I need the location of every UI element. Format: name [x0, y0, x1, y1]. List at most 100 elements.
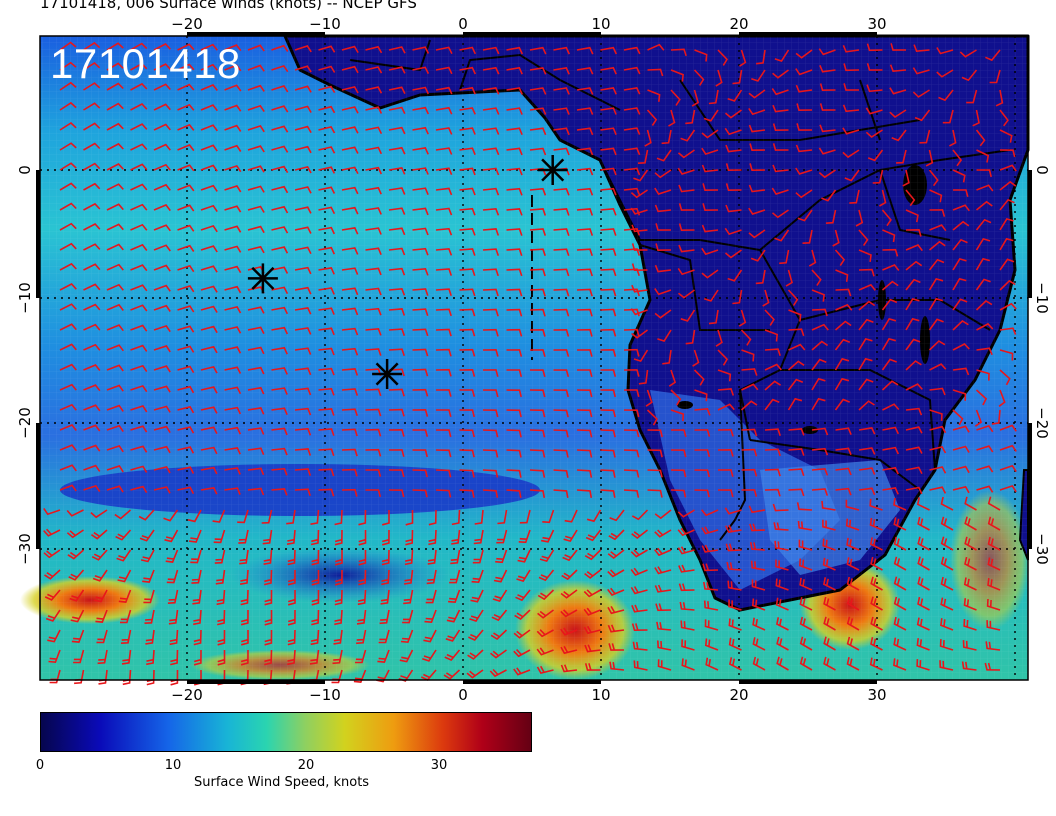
wind-barb: [365, 428, 382, 437]
wind-barb: [678, 203, 695, 211]
wind-barb: [576, 328, 593, 337]
wind-barb: [200, 245, 218, 253]
wind-barb: [536, 629, 554, 638]
wind-barb: [835, 447, 852, 456]
lon-label: 10: [591, 15, 610, 33]
wind-barb: [271, 286, 289, 295]
wind-barb: [106, 404, 124, 412]
wind-barb: [106, 324, 124, 332]
wind-barb: [177, 103, 195, 111]
wind-barb: [576, 167, 594, 176]
wind-barb: [224, 245, 242, 253]
wind-barb: [600, 107, 617, 115]
wind-barb: [654, 547, 672, 557]
wind-barb: [917, 596, 930, 611]
wind-barb: [795, 49, 813, 59]
lon-label: 20: [729, 686, 748, 700]
wind-barb: [388, 227, 406, 236]
wind-barb: [341, 428, 358, 437]
wind-barb: [576, 228, 594, 236]
wind-barb: [975, 237, 991, 251]
wind-barb: [798, 539, 813, 551]
wind-barb: [73, 649, 85, 664]
wind-barb: [412, 469, 428, 478]
wind-barb: [59, 121, 77, 131]
lat-label: −20: [16, 407, 34, 439]
wind-barb: [412, 106, 430, 115]
wind-barb: [772, 503, 789, 512]
wind-barb: [83, 303, 101, 311]
wind-barb: [779, 249, 790, 265]
wind-barb: [725, 183, 742, 192]
wind-barb: [459, 127, 476, 135]
wind-barb: [388, 207, 406, 215]
wind-barb: [94, 589, 108, 603]
wind-barb: [318, 307, 335, 315]
wind-barb: [685, 109, 696, 125]
wind-barb: [67, 549, 85, 560]
wind-barb: [247, 427, 265, 435]
wind-barb: [318, 488, 335, 497]
wind-barb: [751, 579, 766, 591]
wind-barb: [271, 427, 288, 436]
wind-barb: [975, 218, 992, 231]
wind-barb: [318, 146, 336, 154]
wind-barb: [130, 445, 148, 453]
wind-barb: [177, 365, 195, 374]
wind-barb: [200, 386, 218, 394]
wind-barb: [561, 569, 578, 581]
wind-barb: [823, 656, 836, 671]
wind-barb: [482, 127, 500, 135]
wind-barb: [153, 63, 171, 71]
wind-barb: [412, 388, 429, 397]
wind-barb: [952, 389, 967, 401]
wind-barb: [506, 127, 523, 136]
wind-barb: [443, 669, 461, 680]
wind-barb: [140, 549, 155, 563]
wind-barb: [655, 223, 672, 231]
wind-barb: [294, 307, 312, 315]
wind-barb: [799, 636, 813, 651]
wind-barb: [177, 164, 195, 172]
wind-barb: [881, 298, 898, 311]
wind-barb: [835, 303, 853, 311]
wind-barb: [858, 229, 869, 247]
wind-barb: [59, 444, 77, 452]
wind-barb: [341, 85, 359, 94]
wind-barb: [365, 166, 383, 175]
wind-barb: [560, 609, 578, 618]
wind-barb: [811, 289, 825, 302]
wind-barb: [459, 187, 476, 196]
wind-barb: [963, 577, 977, 591]
wind-barb: [771, 209, 789, 219]
wind-barb: [482, 389, 499, 398]
wind-barb: [560, 627, 578, 636]
wind-barb: [482, 107, 500, 115]
wind-barb: [701, 224, 719, 233]
wind-barb: [987, 496, 1001, 511]
wind-barb: [83, 384, 101, 392]
wind-barb: [893, 497, 907, 511]
wind-barb: [623, 489, 640, 498]
wind-barb: [83, 182, 101, 191]
wind-barb: [976, 322, 994, 331]
wind-barb: [917, 576, 930, 591]
wind-barb: [623, 187, 641, 196]
wind-barb: [106, 263, 124, 271]
wind-barb: [677, 509, 695, 518]
wind-barb: [964, 496, 977, 511]
wind-barb: [388, 247, 406, 256]
wind-barb: [976, 369, 990, 381]
wind-barb: [940, 496, 954, 511]
wind-barb: [607, 606, 625, 615]
wind-barb: [553, 409, 569, 418]
wind-barb: [177, 345, 195, 353]
wind-barb: [459, 409, 475, 418]
wind-barb: [365, 267, 382, 276]
wind-barb: [889, 87, 907, 95]
wind-barb: [130, 82, 148, 91]
wind-barb: [341, 146, 359, 154]
wind-barb: [818, 147, 836, 155]
wind-barb: [795, 189, 813, 199]
wind-barb: [811, 377, 826, 391]
